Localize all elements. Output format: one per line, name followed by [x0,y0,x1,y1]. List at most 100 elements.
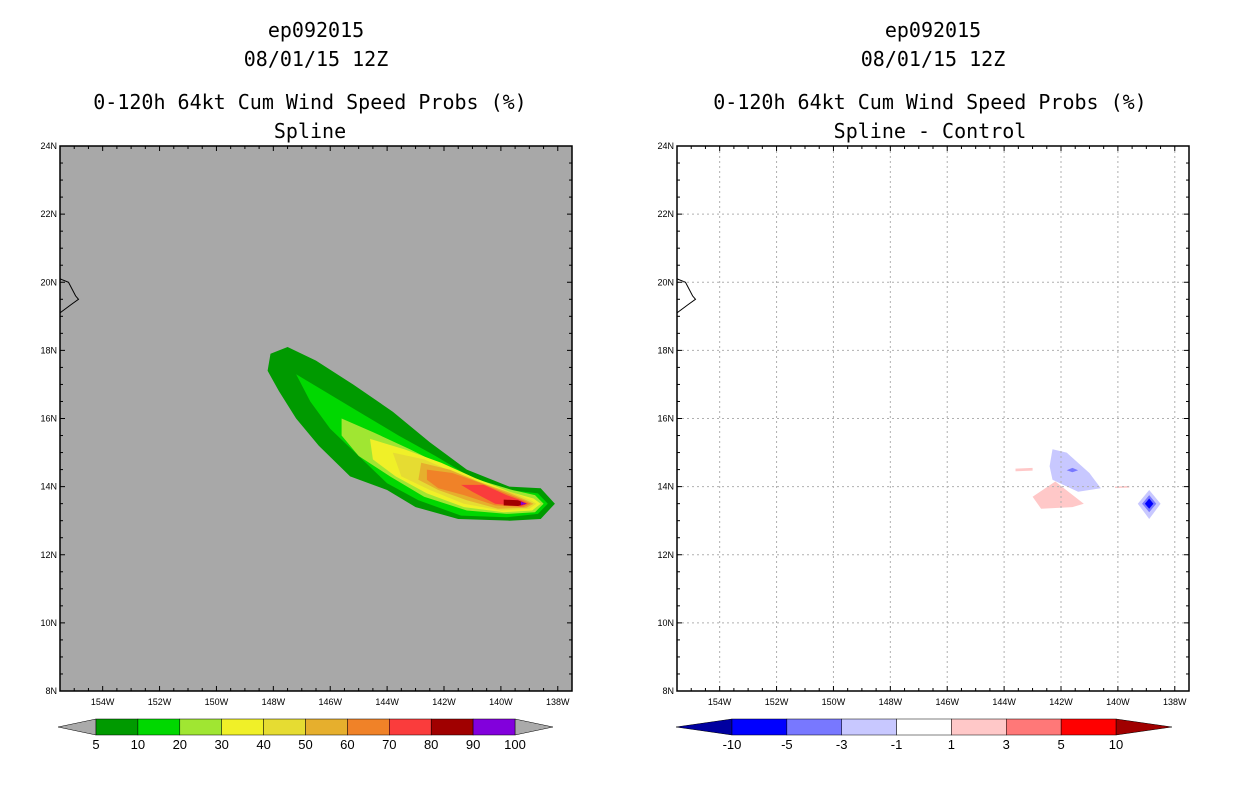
x-tick-label: 138W [546,697,570,707]
x-tick-label: 146W [935,697,959,707]
x-tick-label: 144W [375,697,399,707]
colorbar-swatch [95,718,139,736]
colorbar-label: 90 [466,737,480,752]
colorbar-label: 10 [131,737,145,752]
y-tick-label: 16N [657,414,674,424]
colorbar-swatch [305,718,348,736]
x-tick-label: 148W [879,697,903,707]
contour-level-1 [1015,467,1033,472]
colorbar-swatch [1060,718,1117,736]
x-tick-label: 152W [765,697,789,707]
colorbar-swatch [263,718,306,736]
map-panel-left: 154W 152W 150W 148W 146W 144W 142W 140W 138W 8N 10… [40,141,573,752]
y-tick-label: 24N [40,141,57,151]
colorbar-label: 30 [214,737,228,752]
right-chart-subtitle: Spline - Control [833,119,1027,143]
left-panel-header: ep092015 08/01/15 12Z [60,16,572,74]
colorbar-swatch [896,718,952,736]
coastline-hawaii [60,278,80,314]
right-panel-title: 0-120h 64kt Cum Wind Speed Probs (%) Spl… [650,88,1210,146]
colorbar-label: 5 [92,737,99,752]
colorbar-right: -10 -5 -3 -1 1 3 5 10 [675,718,1173,752]
contour-level-1 [1032,481,1084,509]
map-panel-right: 154W 152W 150W 148W 146W 144W 142W 140W 138W 8N 10… [657,141,1190,752]
contour-level-90 [520,501,527,505]
colorbar-label: 40 [256,737,270,752]
x-tick-label: 148W [262,697,286,707]
right-date: 08/01/15 12Z [860,47,1006,71]
x-tick-label: 140W [1106,697,1130,707]
colorbar-arrow-right [514,718,554,736]
contour-level-minus3 [1066,467,1079,473]
colorbar-swatch [472,718,516,736]
colorbar-swatch [786,718,842,736]
colorbar-label: 5 [1058,737,1065,752]
right-chart-title: 0-120h 64kt Cum Wind Speed Probs (%) [713,90,1147,114]
left-storm-id: ep092015 [267,18,365,42]
x-tick-label: 152W [148,697,172,707]
x-tick-label: 146W [318,697,342,707]
colorbar-arrow-left [57,718,97,736]
colorbar-swatch [951,718,1007,736]
colorbar-swatch [1006,718,1062,736]
y-tick-label: 20N [40,277,57,287]
x-tick-label: 144W [992,697,1016,707]
colorbar-label: 20 [173,737,187,752]
y-tick-label: 12N [657,550,674,560]
x-tick-label: 150W [822,697,846,707]
colorbar-label: 70 [382,737,396,752]
x-tick-label: 140W [489,697,513,707]
x-tick-label: 150W [205,697,229,707]
right-panel-header: ep092015 08/01/15 12Z [677,16,1189,74]
x-tick-label: 154W [708,697,732,707]
colorbar-label: -10 [723,737,742,752]
contour-level-5 [267,347,555,521]
left-chart-subtitle: Spline [273,119,347,143]
y-tick-label: 18N [40,345,57,355]
left-chart-title: 0-120h 64kt Cum Wind Speed Probs (%) [93,90,527,114]
colorbar-label: 3 [1003,737,1010,752]
colorbar-swatch [841,718,897,736]
colorbar-swatch [137,718,181,736]
colorbar-swatch [731,718,788,736]
colorbar-label: 60 [340,737,354,752]
y-tick-label: 22N [40,209,57,219]
colorbar-label: -5 [781,737,793,752]
x-tick-label: 142W [432,697,456,707]
coastline-hawaii [677,278,697,314]
x-tick-label: 138W [1163,697,1187,707]
y-tick-label: 20N [657,277,674,287]
colorbar-label: 80 [424,737,438,752]
y-tick-label: 18N [657,345,674,355]
colorbar-left: 5 10 20 30 40 50 60 70 80 90 100 [57,718,554,752]
colorbar-swatch [347,718,390,736]
colorbar-arrow-right [1115,718,1173,736]
left-date: 08/01/15 12Z [243,47,389,71]
y-tick-label: 10N [657,618,674,628]
colorbar-label: 1 [948,737,955,752]
y-tick-label: 14N [40,482,57,492]
x-tick-label: 142W [1049,697,1073,707]
left-panel-title: 0-120h 64kt Cum Wind Speed Probs (%) Spl… [30,88,590,146]
y-tick-label: 10N [40,618,57,628]
colorbar-label: -3 [836,737,848,752]
y-tick-label: 24N [657,141,674,151]
y-tick-label: 16N [40,414,57,424]
right-storm-id: ep092015 [884,18,982,42]
colorbar-label: 50 [298,737,312,752]
colorbar-swatch [389,718,432,736]
y-tick-label: 8N [662,686,674,696]
contour-layer [677,278,1161,519]
y-tick-label: 8N [45,686,57,696]
colorbar-label: 10 [1109,737,1123,752]
colorbar-swatch [179,718,222,736]
colorbar-label: 100 [504,737,526,752]
x-tick-label: 154W [91,697,115,707]
colorbar-label: -1 [891,737,903,752]
contour-level-minus5 [1144,498,1154,509]
colorbar-swatch [430,718,474,736]
y-tick-label: 14N [657,482,674,492]
colorbar-arrow-left [675,718,733,736]
colorbar-swatch [221,718,264,736]
